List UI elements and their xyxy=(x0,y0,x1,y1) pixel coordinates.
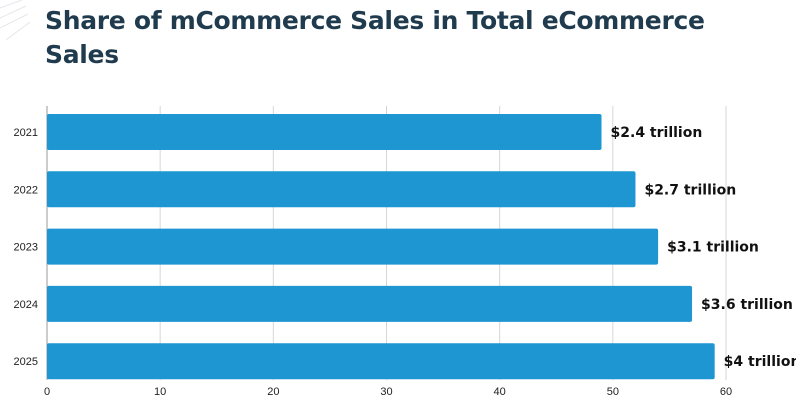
chart-title: Share of mCommerce Sales in Total eComme… xyxy=(45,6,705,69)
bars xyxy=(47,114,715,380)
category-label: 2024 xyxy=(14,299,38,311)
bar xyxy=(47,285,693,322)
x-tick-label: 20 xyxy=(267,386,279,398)
category-labels: 2021 2022 2023 2024 2025 xyxy=(14,127,38,368)
x-axis-ticks: 0 10 20 30 40 50 60 xyxy=(44,386,732,398)
data-labels: $2.4 trillion $2.7 trillion $3.1 trillion $… xyxy=(611,125,796,370)
x-tick-label: 40 xyxy=(494,386,506,398)
x-tick-label: 30 xyxy=(380,386,392,398)
category-label: 2023 xyxy=(14,242,38,254)
data-label: $2.7 trillion xyxy=(644,182,736,198)
category-label: 2022 xyxy=(14,184,38,196)
data-label: $3.6 trillion xyxy=(701,297,793,313)
x-tick-label: 0 xyxy=(44,386,50,398)
category-label: 2025 xyxy=(14,356,38,368)
bar xyxy=(47,343,715,380)
x-tick-label: 50 xyxy=(607,386,619,398)
bar xyxy=(47,171,636,208)
category-label: 2021 xyxy=(14,127,38,139)
bar xyxy=(47,228,659,265)
x-tick-label: 60 xyxy=(720,386,732,398)
corner-decoration xyxy=(0,0,30,40)
data-label: $3.1 trillion xyxy=(667,240,759,256)
x-tick-label: 10 xyxy=(154,386,166,398)
data-label: $2.4 trillion xyxy=(611,125,703,141)
bar xyxy=(47,114,602,150)
data-label: $4 trillion xyxy=(724,354,796,370)
